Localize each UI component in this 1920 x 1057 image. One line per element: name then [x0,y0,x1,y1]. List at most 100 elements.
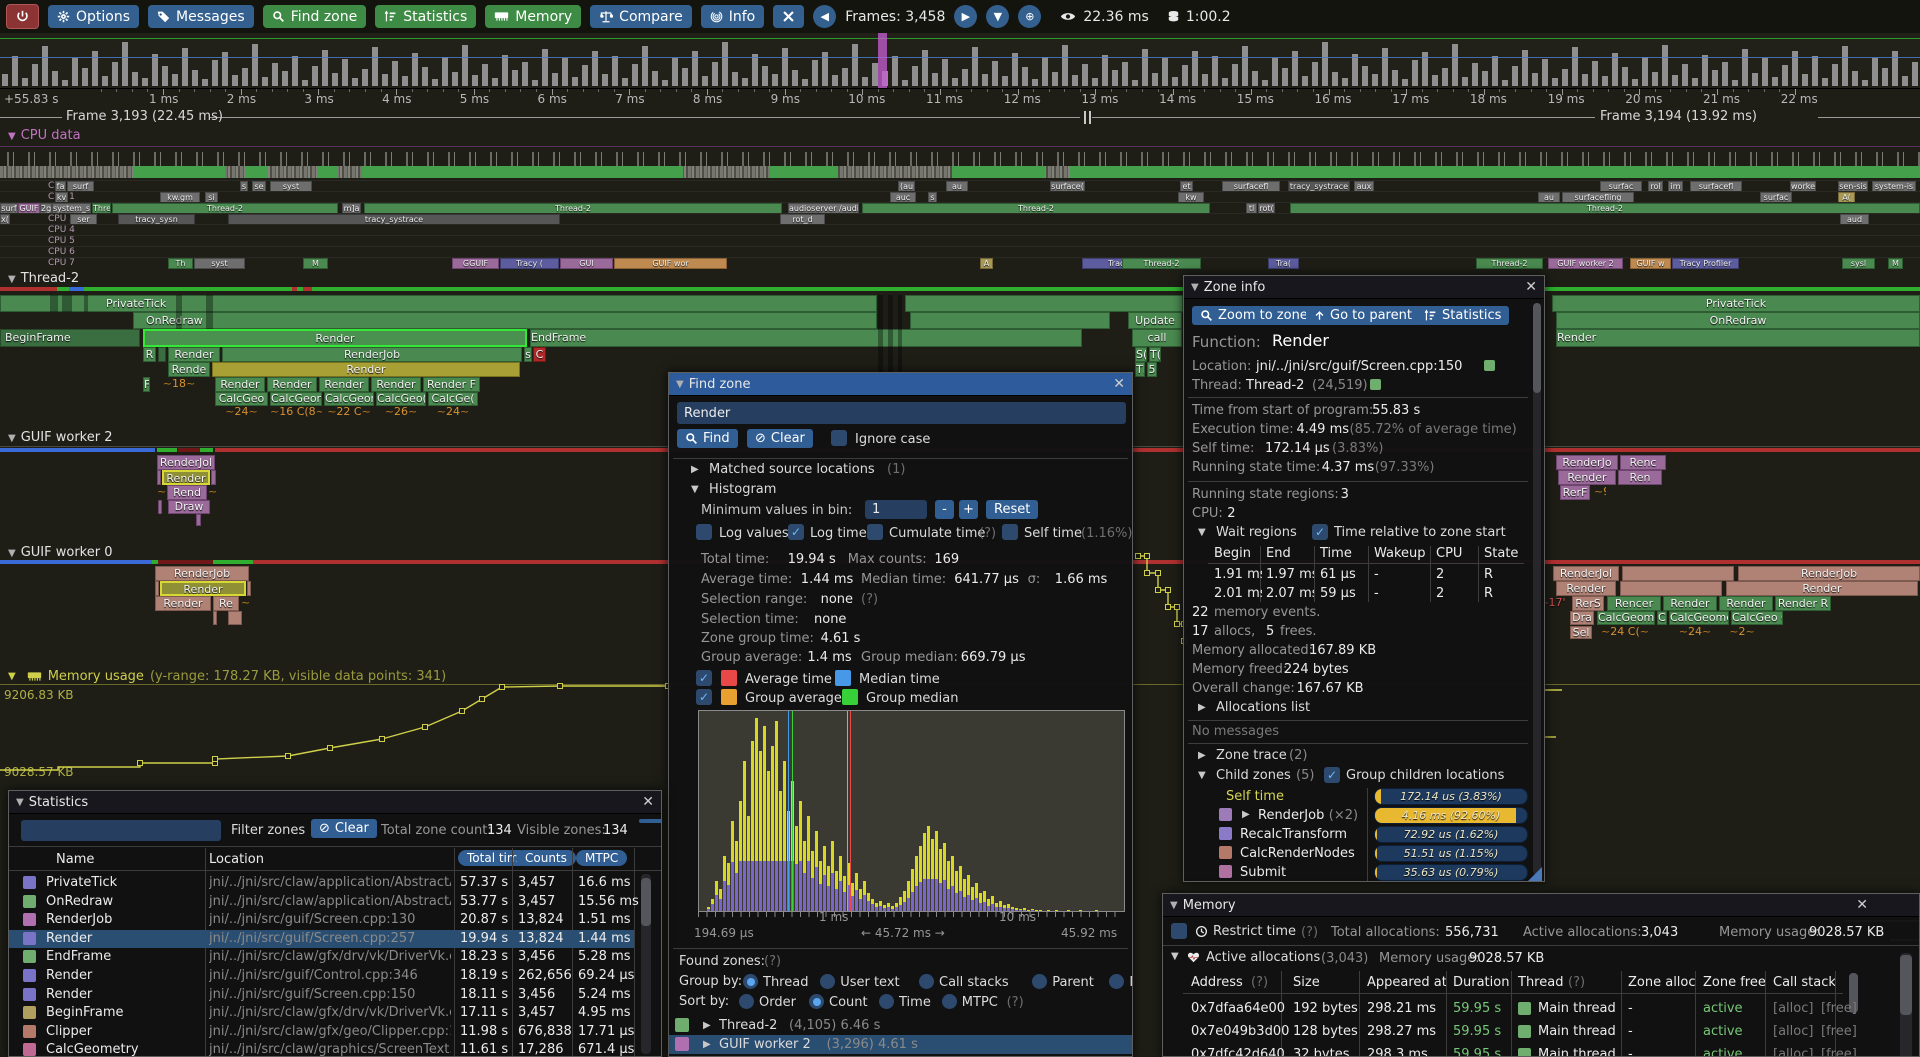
timeline-zone[interactable]: EndFrame [530,329,1082,347]
timeline-zone[interactable] [155,581,159,596]
timeline-zone[interactable] [206,312,213,329]
timeline-zone[interactable] [158,500,162,514]
find-zone-search-input[interactable] [677,402,1126,424]
child-zone-name[interactable]: RenderJob [1258,808,1325,823]
timeline-zone[interactable]: 5 [241,596,250,611]
timeline-zone[interactable]: RerS [1572,596,1604,611]
timeline-zone[interactable]: R [143,347,156,362]
cpu-zone[interactable]: Th [168,258,193,269]
timeline-zone[interactable]: Render [1558,470,1616,485]
scrollbar-track[interactable] [641,874,651,1054]
timeline-zone[interactable] [228,611,242,625]
timeline-zone[interactable] [62,295,72,312]
timeline-zone[interactable]: RenderJob [1738,566,1920,581]
stats-table-row[interactable]: Clipper jni/../jni/src/claw/gfx/geo/Clipp… [9,1023,634,1041]
statistics-button[interactable]: Statistics [375,5,477,28]
timeline-zone[interactable]: Tl [1135,362,1145,377]
timeline-zone[interactable]: Render [371,377,421,392]
timeline-zone[interactable]: 5 [1147,362,1157,377]
cpu-zone[interactable]: Tra( [1268,258,1299,269]
frame-1-label[interactable]: Frame 3,193 (22.45 ms) [66,109,223,124]
scrollbar-track[interactable] [1533,303,1541,875]
resize-grip[interactable] [1528,867,1542,881]
allocations-list-label[interactable]: Allocations list [1216,700,1311,715]
timeline-zone[interactable]: 9 [1594,485,1606,500]
timeline-zone[interactable]: -17' [1544,596,1566,609]
zone-info-titlebar[interactable]: ▼ Zone info ✕ [1184,276,1544,299]
stats-table-row[interactable]: Render jni/../jni/src/guif/Screen.cpp:257… [9,929,634,948]
cpu-zone[interactable]: M [303,258,328,269]
radio-group-by-user-text[interactable] [820,974,836,989]
stats-table-row[interactable]: BeginFrame jni/../jni/src/claw/gfx/drv/vk… [9,1004,634,1022]
frame-2-label[interactable]: Frame 3,194 (13.92 ms) [1600,109,1757,124]
memory-titlebar[interactable]: ▼ Memory ✕ [1163,894,1919,917]
stats-table-row[interactable]: EndFrame jni/../jni/src/claw/gfx/drv/vk/D… [9,948,634,966]
alloc-callstack-free[interactable]: [free] [1821,1001,1857,1016]
timeline-zone[interactable] [1622,566,1734,581]
find-zone-button[interactable]: Find zone [262,5,367,28]
cut-button[interactable] [639,819,661,823]
timeline-zone[interactable]: 24 [428,406,478,420]
timeline-zone[interactable]: 18 [151,377,207,392]
timeline-zone[interactable]: Render [155,596,211,611]
timeline-zone[interactable]: C( [1657,611,1667,625]
radio-group-by-call-stacks[interactable] [919,974,934,989]
timeline-zone[interactable]: Render [1556,581,1616,596]
cpu-zone[interactable]: GUIF wor [614,258,727,269]
timeline-zone[interactable]: s [524,347,532,362]
radio-group-by-thread[interactable] [743,974,758,989]
timeline-zone[interactable]: Ren [1618,470,1662,485]
column-header-call-stack[interactable]: Call stack [1773,975,1836,990]
timeline-zone[interactable]: PrivateTick [0,295,877,312]
timeline-zone[interactable]: Render [160,581,246,596]
column-header-appeared-at[interactable]: Appeared at [1367,975,1447,990]
clear-filter-button[interactable]: ⊘ Clear [311,819,377,838]
group-by-option[interactable]: User text [840,975,900,990]
timeline-zone[interactable]: Update [1128,312,1182,329]
cpu-zone[interactable]: syst [194,258,245,269]
timeline-zone[interactable]: CalcGeor [324,392,374,406]
timeline-zone[interactable]: Render [1663,596,1717,611]
tools-button[interactable] [773,5,805,28]
checkbox-group-children[interactable]: ✓ [1324,767,1340,783]
clear-button[interactable]: ⊘ Clear [747,429,813,448]
collapse-icon[interactable]: ▼ [8,548,16,559]
radio-sort-by-count[interactable] [809,994,824,1009]
expand-group-icon[interactable]: ▶ [703,1039,711,1050]
found-zone-group-row[interactable]: ▶ GUIF worker 2 (3,296) 4.61 s [669,1035,1132,1054]
group-by-option[interactable]: Thread [763,975,809,990]
statistics-titlebar[interactable]: ▼ Statistics ✕ [9,791,661,814]
active-allocations-header[interactable]: Active allocations [1187,950,1320,965]
timeline-zone[interactable]: OnRedraw [133,312,877,329]
scrollbar-thumb[interactable] [641,878,651,926]
timeline-zone[interactable]: Re [213,596,239,611]
timeline-zone[interactable] [157,470,161,485]
column-header-address[interactable]: Address [1191,975,1243,990]
thread-header-thread-2[interactable]: ▼ Thread-2 [8,271,80,286]
alloc-callstack-alloc[interactable]: [alloc] [1773,1001,1814,1016]
filter-zones-input[interactable] [21,820,221,841]
found-zone-group-row[interactable]: ▶ Thread-2 (4,105) 6.46 s [669,1016,1132,1035]
timeline-zone[interactable]: Render [1719,596,1773,611]
reset-button[interactable]: Reset [986,500,1039,519]
checkbox-show-average[interactable]: ✓ [696,670,712,686]
close-icon[interactable]: ✕ [1856,897,1868,913]
scrollbar-thumb[interactable] [1533,303,1541,393]
expand-child-icon[interactable]: ▶ [1242,809,1250,820]
timeline-zone[interactable] [206,295,213,312]
cpu-zone[interactable]: sysl [1842,258,1875,269]
min-values-input[interactable] [865,500,927,519]
checkbox-cumulate-time[interactable] [867,524,883,540]
find-zone-histogram[interactable] [698,710,1125,912]
cpu-zone[interactable]: GUI [560,258,613,269]
cpu-zone[interactable]: Thread-2 [1476,258,1543,269]
checkbox-ignore-case[interactable] [831,430,847,446]
timeline-zone[interactable]: Render [267,377,317,392]
expand-allocations-icon[interactable]: ▶ [1198,702,1206,713]
timeline-zone[interactable]: 24 [1667,626,1723,639]
timeline-zone[interactable]: CalcGeo [215,392,268,406]
allocation-row[interactable]: 0x7dfaa64e00 192 bytes 298.21 ms 59.95 s Mai… [1163,999,1903,1021]
timeline-zone[interactable]: Sel [1570,626,1592,639]
timeline-zone[interactable]: Render F [423,377,480,392]
radio-group-by-no-groupi[interactable] [1109,974,1125,989]
